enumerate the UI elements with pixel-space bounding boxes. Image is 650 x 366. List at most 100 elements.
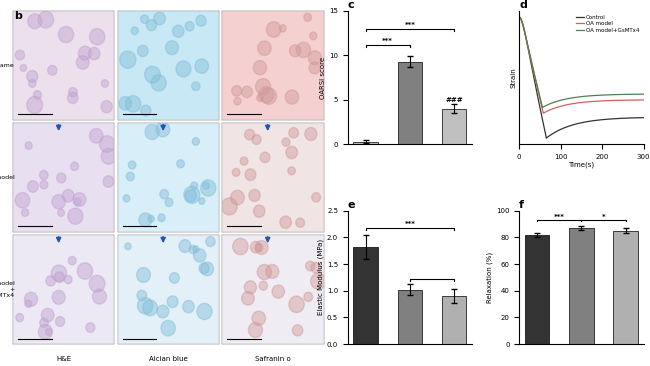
Y-axis label: Strain: Strain (510, 67, 517, 88)
Circle shape (286, 146, 298, 159)
Line: Control: Control (519, 17, 644, 138)
Circle shape (123, 195, 130, 202)
Circle shape (123, 195, 130, 202)
Circle shape (74, 198, 81, 206)
Circle shape (289, 296, 304, 313)
Circle shape (266, 265, 279, 279)
Circle shape (73, 193, 86, 206)
Circle shape (40, 170, 48, 180)
Circle shape (304, 292, 313, 302)
Circle shape (52, 194, 66, 209)
Circle shape (101, 80, 109, 87)
Circle shape (289, 45, 301, 57)
Circle shape (282, 138, 290, 146)
Circle shape (254, 205, 265, 217)
Y-axis label: OARSI score: OARSI score (320, 56, 326, 99)
OA model+GsMTx4 (613, 92, 621, 97)
Circle shape (138, 45, 148, 56)
Circle shape (16, 50, 25, 60)
Circle shape (165, 198, 173, 206)
Circle shape (58, 26, 73, 43)
Circle shape (179, 240, 191, 253)
Circle shape (292, 325, 303, 336)
Circle shape (101, 101, 112, 113)
Circle shape (289, 296, 304, 313)
Circle shape (289, 45, 301, 57)
Circle shape (51, 265, 67, 281)
Circle shape (254, 205, 265, 217)
Circle shape (29, 79, 36, 87)
Circle shape (261, 88, 277, 104)
Circle shape (28, 181, 38, 192)
Circle shape (285, 90, 298, 104)
Circle shape (139, 213, 152, 227)
OA model (636, 98, 643, 102)
Circle shape (51, 265, 67, 281)
Circle shape (257, 265, 272, 280)
OA model+GsMTx4 (515, 15, 523, 19)
Circle shape (125, 96, 141, 112)
Circle shape (309, 62, 320, 74)
Circle shape (141, 105, 151, 116)
Circle shape (266, 22, 281, 37)
Circle shape (232, 86, 242, 96)
Circle shape (74, 198, 81, 206)
Circle shape (258, 41, 271, 55)
Circle shape (185, 21, 194, 31)
Circle shape (77, 263, 92, 279)
Circle shape (90, 128, 103, 143)
Circle shape (261, 88, 277, 104)
Circle shape (250, 241, 261, 253)
Control (640, 115, 647, 120)
Circle shape (255, 244, 263, 251)
Circle shape (244, 129, 255, 140)
Circle shape (101, 148, 116, 164)
Circle shape (25, 292, 38, 306)
Circle shape (194, 249, 206, 262)
Circle shape (153, 12, 166, 25)
Circle shape (89, 275, 105, 292)
Circle shape (185, 190, 196, 202)
Text: c: c (348, 0, 354, 10)
Circle shape (172, 25, 184, 37)
Circle shape (240, 157, 248, 165)
Circle shape (52, 290, 65, 304)
Circle shape (40, 180, 48, 189)
Circle shape (148, 215, 154, 222)
Circle shape (233, 238, 248, 255)
Circle shape (259, 281, 268, 290)
Bar (614, 231, 638, 344)
Circle shape (255, 79, 270, 95)
Circle shape (46, 276, 55, 286)
Circle shape (143, 300, 157, 316)
Text: H&E: H&E (56, 356, 72, 362)
Circle shape (29, 79, 36, 87)
Circle shape (244, 129, 255, 140)
Circle shape (311, 273, 326, 289)
Circle shape (255, 79, 270, 95)
Circle shape (308, 51, 321, 65)
Text: b: b (14, 11, 22, 21)
Circle shape (234, 97, 241, 105)
Circle shape (286, 146, 298, 159)
Circle shape (120, 51, 136, 68)
Circle shape (20, 64, 27, 71)
OA model (576, 101, 584, 105)
Circle shape (68, 257, 76, 265)
Circle shape (245, 169, 256, 180)
Circle shape (197, 303, 212, 320)
Circle shape (68, 208, 83, 224)
Circle shape (57, 173, 66, 183)
Circle shape (62, 190, 74, 202)
Circle shape (232, 86, 242, 96)
Circle shape (306, 261, 315, 271)
Circle shape (42, 308, 54, 322)
Circle shape (160, 190, 168, 199)
Control (576, 121, 584, 125)
Circle shape (305, 127, 317, 141)
Circle shape (231, 190, 244, 205)
Circle shape (25, 300, 32, 307)
Circle shape (38, 324, 53, 339)
Control (542, 136, 550, 140)
Circle shape (304, 292, 313, 302)
